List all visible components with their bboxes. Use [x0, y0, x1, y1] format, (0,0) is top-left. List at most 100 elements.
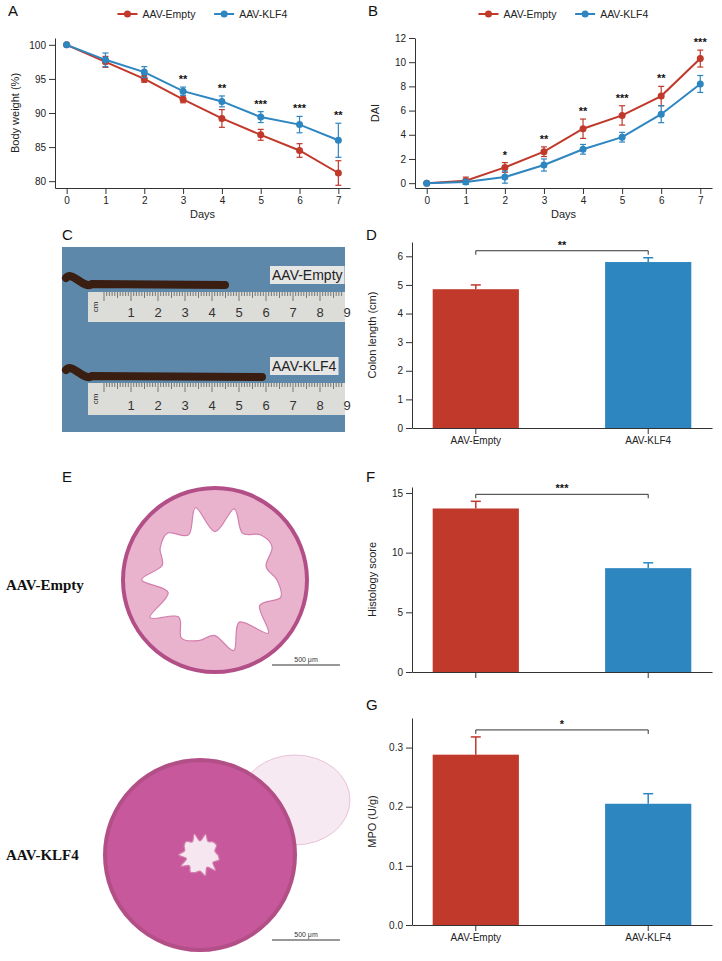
error-cap — [643, 257, 653, 259]
y-tick: 4 — [400, 129, 415, 140]
legend: AAV-EmptyAAV-KLF4 — [478, 8, 648, 20]
axis-line — [413, 672, 713, 673]
legend-label: AAV-KLF4 — [600, 8, 648, 20]
ruler-tick — [174, 292, 175, 296]
bracket-line — [476, 251, 648, 255]
error-bar — [502, 163, 508, 173]
ruler-tick — [282, 292, 283, 296]
ruler-tick — [125, 292, 126, 296]
y-tick-mark — [49, 79, 55, 80]
bracket-line — [476, 494, 648, 498]
ruler-tick — [330, 383, 331, 387]
ruler-tick — [149, 383, 150, 387]
ruler-tick — [220, 292, 221, 296]
error-bar — [541, 147, 547, 157]
ruler-tick — [193, 292, 194, 296]
ruler-tick — [284, 292, 285, 296]
plot-marks — [423, 50, 704, 187]
y-tick: 0 — [400, 178, 415, 189]
ruler-number: 7 — [289, 398, 296, 413]
y-axis-title: Histology score — [366, 542, 378, 617]
ruler-tick — [147, 383, 148, 387]
panel-letter: E — [62, 468, 72, 485]
y-tick-mark — [406, 925, 412, 926]
error-line — [647, 563, 649, 568]
ruler — [88, 383, 345, 415]
error-cap — [335, 160, 341, 161]
y-tick-mark — [406, 748, 412, 749]
ruler-tick — [203, 383, 204, 387]
ruler-number: 1 — [127, 398, 134, 413]
ruler-number: 6 — [262, 305, 269, 320]
ruler-tick — [198, 292, 199, 298]
ruler-tick — [247, 383, 248, 387]
ruler-tick — [206, 292, 207, 296]
x-tick: 5 — [258, 188, 264, 206]
y-tick: 10 — [392, 547, 412, 558]
marker — [658, 111, 665, 118]
ruler-tick — [266, 383, 267, 392]
plot-marks — [63, 41, 342, 185]
significance: *** — [616, 92, 630, 104]
ruler-tick — [274, 292, 275, 296]
x-tick-label: AAV-Empty — [451, 435, 501, 446]
error-cap — [297, 157, 303, 158]
ruler-tick — [220, 383, 221, 387]
ruler-tick — [320, 292, 321, 301]
y-tick-label: 0.1 — [389, 861, 403, 872]
y-tick-mark — [49, 113, 55, 114]
marker — [180, 96, 187, 103]
ruler-number: 8 — [316, 398, 323, 413]
error-bar — [219, 96, 225, 107]
marker — [180, 88, 187, 95]
error-cap — [580, 144, 586, 145]
ruler-tick — [106, 292, 107, 296]
y-tick-label: 100 — [29, 40, 46, 51]
ruler-tick — [301, 383, 302, 387]
ruler-tick — [241, 292, 242, 296]
x-tick-mark — [475, 428, 476, 434]
ruler-tick — [309, 383, 310, 387]
marker — [63, 41, 70, 48]
ruler-number: 4 — [208, 398, 215, 413]
error-bar — [580, 119, 586, 138]
ruler-tick — [163, 292, 164, 296]
ruler-tick — [271, 292, 272, 296]
error-bar — [297, 144, 303, 158]
x-tick-label: 5 — [620, 195, 626, 206]
ruler-tick — [311, 383, 312, 387]
y-tick-mark — [406, 612, 412, 613]
marker — [218, 115, 225, 122]
error-bar — [102, 53, 108, 67]
x-axis: 01234567 — [416, 188, 713, 206]
y-tick: 4 — [397, 308, 412, 319]
y-tick-mark — [406, 493, 412, 494]
marker — [102, 56, 109, 63]
error-cap — [658, 86, 664, 87]
error-bar — [619, 132, 625, 142]
bar — [433, 508, 519, 672]
error-cap — [541, 156, 547, 157]
x-tick-mark — [648, 672, 649, 678]
error-cap — [335, 185, 341, 186]
ruler-tick — [268, 383, 269, 387]
ruler-tick — [182, 383, 183, 387]
x-tick: 4 — [581, 188, 587, 206]
marker — [257, 114, 264, 121]
plot-marks — [433, 258, 692, 428]
ruler-tick — [158, 292, 159, 301]
error-bar — [219, 110, 225, 128]
bar — [433, 289, 519, 428]
ruler-tick — [163, 383, 164, 387]
ruler-tick — [260, 292, 261, 296]
x-tick-mark — [622, 188, 623, 194]
error-bar — [471, 737, 481, 755]
error-bar — [335, 123, 341, 157]
x-tick-label: 2 — [142, 195, 148, 206]
error-cap — [297, 116, 303, 117]
y-axis-title: DAI — [369, 104, 381, 122]
y-tick-mark — [49, 181, 55, 182]
marker — [580, 125, 587, 132]
ruler-tick — [209, 292, 210, 296]
y-tick: 95 — [35, 74, 55, 85]
